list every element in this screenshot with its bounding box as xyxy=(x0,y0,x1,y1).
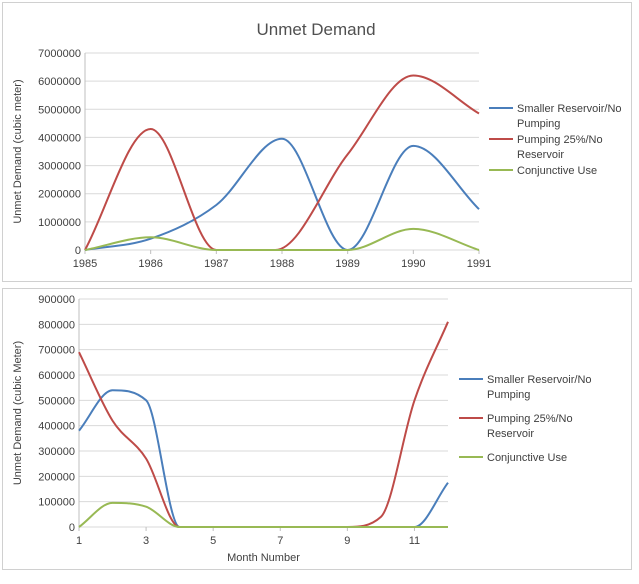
x-tick-label: 11 xyxy=(409,535,420,547)
y-tick-label: 7000000 xyxy=(38,48,81,60)
x-axis-title: Month Number xyxy=(227,552,300,564)
y-tick-label: 3000000 xyxy=(38,161,81,173)
y-axis-title: Unmet Demand (cubic Meter) xyxy=(12,341,24,485)
legend-label: Pumping 25%/No Reservoir xyxy=(487,413,573,440)
chart-panel-annual: Unmet Demand 0 1000000 2000000 3000000 400000… xyxy=(2,2,632,282)
legend-label: Smaller Reservoir/No Pumping xyxy=(487,374,592,401)
y-tick-label: 800000 xyxy=(38,319,75,331)
monthly-unmet-demand-chart: 0 100000 200000 300000 400000 500000 600000 700… xyxy=(12,294,592,564)
y-tick-label: 700000 xyxy=(38,345,75,357)
y-tick-label: 1000000 xyxy=(38,217,81,229)
y-tick-label: 5000000 xyxy=(38,104,81,116)
x-tick-label: 1988 xyxy=(270,258,294,270)
y-tick-label: 900000 xyxy=(38,294,75,306)
y-tick-label: 0 xyxy=(69,522,75,534)
x-tick-label: 9 xyxy=(344,535,350,547)
chart-title: Unmet Demand xyxy=(256,20,375,39)
x-tick-label: 1991 xyxy=(467,258,491,270)
y-tick-label: 6000000 xyxy=(38,76,81,88)
series-line xyxy=(84,137,480,251)
y-tick-label: 500000 xyxy=(38,395,75,407)
legend-label: Conjunctive Use xyxy=(517,165,597,177)
y-tick-label: 0 xyxy=(75,245,81,257)
y-tick-label: 400000 xyxy=(38,421,75,433)
y-tick-label: 4000000 xyxy=(38,132,81,144)
series-line xyxy=(78,501,448,528)
x-tick-label: 7 xyxy=(277,535,283,547)
y-tick-label: 300000 xyxy=(38,446,75,458)
annual-unmet-demand-chart: Unmet Demand 0 1000000 2000000 3000000 400000… xyxy=(12,20,622,270)
y-tick-label: 100000 xyxy=(38,497,75,509)
x-tick-label: 1985 xyxy=(73,258,97,270)
legend-label: Smaller Reservoir/No Pumping xyxy=(517,103,622,130)
x-tick-label: 1986 xyxy=(138,258,162,270)
series-line xyxy=(84,227,480,252)
legend-label: Conjunctive Use xyxy=(487,452,567,464)
y-tick-label: 200000 xyxy=(38,471,75,483)
series-line xyxy=(84,74,480,251)
y-axis-title: Unmet Demand (cubic meter) xyxy=(12,79,24,223)
x-tick-label: 3 xyxy=(143,535,149,547)
x-tick-label: 1990 xyxy=(401,258,425,270)
x-tick-label: 1989 xyxy=(335,258,359,270)
y-tick-label: 600000 xyxy=(38,370,75,382)
x-tick-label: 5 xyxy=(210,535,216,547)
x-tick-label: 1987 xyxy=(204,258,228,270)
legend-label: Pumping 25%/No Reservoir xyxy=(517,134,603,161)
series-line xyxy=(78,389,449,528)
chart-panel-monthly: 0 100000 200000 300000 400000 500000 600000 700… xyxy=(2,288,632,570)
y-tick-label: 2000000 xyxy=(38,189,81,201)
series-line xyxy=(78,321,449,528)
x-tick-label: 1 xyxy=(76,535,82,547)
